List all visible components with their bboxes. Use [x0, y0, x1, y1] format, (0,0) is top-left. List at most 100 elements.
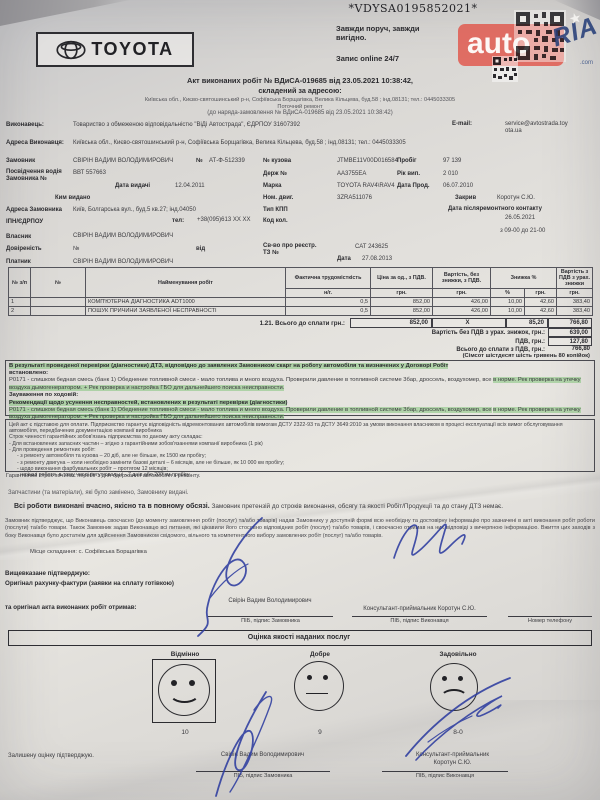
col-header-discount: Знижка %: [489, 267, 558, 289]
totals-x: X: [432, 318, 506, 328]
row-price: 852,00: [370, 297, 433, 307]
row-index: 1: [8, 297, 31, 307]
customer-signature-ink: [197, 517, 263, 637]
engine-value: 3ZRA511076: [337, 195, 372, 201]
row-discount-uah: 42,60: [523, 297, 558, 307]
warranty-start-note: Гарантійний строк починає перебіг з дня …: [6, 473, 201, 479]
row-discount-uah: 42,60: [523, 306, 558, 316]
customer-value: СВІРІН ВАДИМ ВОЛОДИМИРОВИЧ: [73, 158, 174, 164]
warranty-box: Цей акт є підставою для оплати. Підприєм…: [5, 419, 595, 478]
quality-option-excellent: Відмінно: [170, 651, 200, 658]
issued-by-label: Ким видано: [55, 195, 91, 201]
issue-date-label: Дата видачі: [115, 183, 151, 189]
vat-label: ПДВ, грн.:: [515, 338, 545, 345]
row-price: 852,00: [370, 306, 433, 316]
signature-line: [208, 616, 333, 617]
make-value: TOYOTA RAV4\RAV4: [337, 183, 395, 189]
executor-name-mid: Консультант-приймальник Коротун С.Ю.: [363, 606, 476, 612]
executor-signature-caption: ПІБ, підпис Виконавця: [390, 618, 449, 624]
final-total-value: 766,80: [571, 346, 590, 352]
customer-confirmation-paragraph: Замовник підтверджує, що Виконавець своє…: [5, 518, 595, 539]
row-total: 383,40: [556, 297, 594, 307]
poa-num-label: №: [73, 246, 80, 252]
sale-date-label: Дата Прод.: [397, 183, 430, 189]
customer-address-value: Київ, Болгарська вул., буд.5 кв.27; інд.…: [73, 207, 196, 213]
score-8: 8-0: [453, 729, 463, 736]
email-label: E-mail:: [452, 121, 473, 127]
make-label: Марка: [263, 183, 282, 189]
year-value: 2 010: [443, 171, 459, 177]
score-9: 9: [318, 729, 322, 736]
customer-name-bottom: Свірін Вадим Володимирович: [220, 752, 305, 758]
qr-code-icon: [514, 10, 566, 62]
order-reference: (до наряда-замовлення № ВДиСА-019685 від…: [207, 110, 393, 116]
place-of-drafting: Місце складання: с. Софіївська Борщагівк…: [30, 549, 147, 555]
work-done-statement: Всі роботи виконані вчасно, якісно та в …: [14, 503, 210, 510]
totals-row-label: 1.21. Всього до сплати грн.:: [259, 320, 345, 327]
mileage-value: 97 139: [443, 158, 462, 164]
recommendation-text: Р0171 - слишком бедная смесь (банк 1) Об…: [9, 406, 492, 413]
brand-tagline: Завжди поруч, завжди вигідно.: [336, 24, 420, 42]
doc-address: Київська обл., Києво-святошинський р-н, …: [144, 96, 456, 103]
autoria-watermark: auto RIA ★ .co: [452, 8, 600, 84]
repair-type: Поточний ремонт: [277, 103, 323, 110]
col-header-num: №: [30, 267, 86, 298]
warranty-body-repair: - з ремонту автомобіля та кузова – 20 ді…: [17, 453, 207, 460]
final-total-label: Всього до сплати з ПДВ, грн.:: [456, 346, 545, 353]
executor-signature-ink-bottom: [405, 677, 511, 761]
diagnostics-heading: В результаті проведеної перевірки (діагн…: [9, 362, 449, 369]
confirm-above-label: Вищевказане підтверджую:: [5, 570, 90, 577]
phone-caption: Номер телефону: [527, 618, 573, 624]
warranty-basis: Цей акт є підставою для оплати. Підприєм…: [9, 421, 563, 434]
neutral-smiley-icon: [294, 661, 344, 711]
parts-returned-note: Запчастини (та матеріали), які було замі…: [8, 490, 189, 496]
poa-from-label: від: [196, 246, 206, 252]
payer-label: Платник: [6, 259, 31, 265]
warranty-repairs: - Для проведення ремонтних робіт:: [9, 446, 96, 453]
work-items-table: № з/п № Найменування робіт Фактична труд…: [8, 267, 594, 316]
barcode-number: *VDYSA0195852021*: [348, 2, 478, 15]
table-row: 2 ПОШУК ПРИЧИНИ ЗАЯВЛЕНОЇ НЕСПРАВНОСТІ 0…: [8, 306, 594, 316]
autoria-com-suffix: .com: [580, 60, 594, 66]
closed-by-label: Закрив: [455, 195, 477, 201]
order-num-value: АТ-Ф-512339: [209, 158, 245, 164]
quality-option-good: Добре: [310, 651, 330, 658]
customer-label: Замовник: [6, 158, 36, 164]
signature-line: [352, 616, 487, 617]
phone-value: +38(095)613 XX XX: [197, 217, 251, 223]
executor-value: Товариство з обмеженою відповідальністю …: [73, 122, 301, 128]
phone-line: [508, 616, 592, 617]
diagnostics-box: В результаті проведеної перевірки (діагн…: [5, 360, 595, 421]
warranty-parts: - Для встановлених запасних частин – згі…: [9, 440, 263, 447]
owner-label: Власник: [6, 234, 32, 240]
quality-option-satisfactory: Задовільно: [439, 651, 477, 658]
act-received-label: та оригінал акта виконаних робіт отримав…: [5, 604, 137, 611]
doc-title-line2: складений за адресою:: [258, 86, 342, 95]
diagnostics-finding: Р0171 - слишком бедная смесь (банк 1) Об…: [9, 377, 492, 384]
customer-signature-caption-bottom: ПІБ, підпис Замовника: [233, 773, 293, 779]
toyota-logo-box: TOYOTA: [36, 32, 194, 67]
paper-crease: [0, 700, 600, 800]
row-discount-pct: 10,00: [490, 297, 525, 307]
plate-value: АА3755ЕА: [337, 171, 367, 177]
reg-date-label: Дата: [337, 256, 351, 262]
col-header-price: Ціна за од., з ПДВ.: [370, 267, 433, 289]
signature-line: [196, 771, 330, 772]
col-header-labor: Фактична трудомісткість: [285, 267, 371, 289]
doc-title: Акт виконаних робіт № ВДиСА-019685 від 2…: [186, 76, 413, 85]
executor-title-bottom: Консультант-приймальник: [416, 752, 489, 758]
toyota-wordmark: TOYOTA: [91, 39, 174, 59]
quality-title-bar: Оцінка якості наданих послуг: [8, 630, 592, 646]
rating-confirmation-label: Залишену оцінку підтверджую.: [8, 753, 94, 759]
warranty-other-work: - на інші роботи, в тому числі регулювал…: [17, 472, 191, 479]
license-value: ВВТ 557663: [73, 170, 106, 176]
recommendations-heading: Рекомендації щодо усунення несправностей…: [9, 399, 288, 406]
col-header-index: № з/п: [8, 267, 31, 298]
unit-uah: грн.: [432, 288, 491, 298]
selected-rating-box: [152, 659, 216, 723]
inn-label: ІПН/ЄДРПОУ: [6, 219, 44, 225]
customer-signature-ink-bottom: [215, 691, 273, 797]
row-index: 2: [8, 306, 31, 316]
